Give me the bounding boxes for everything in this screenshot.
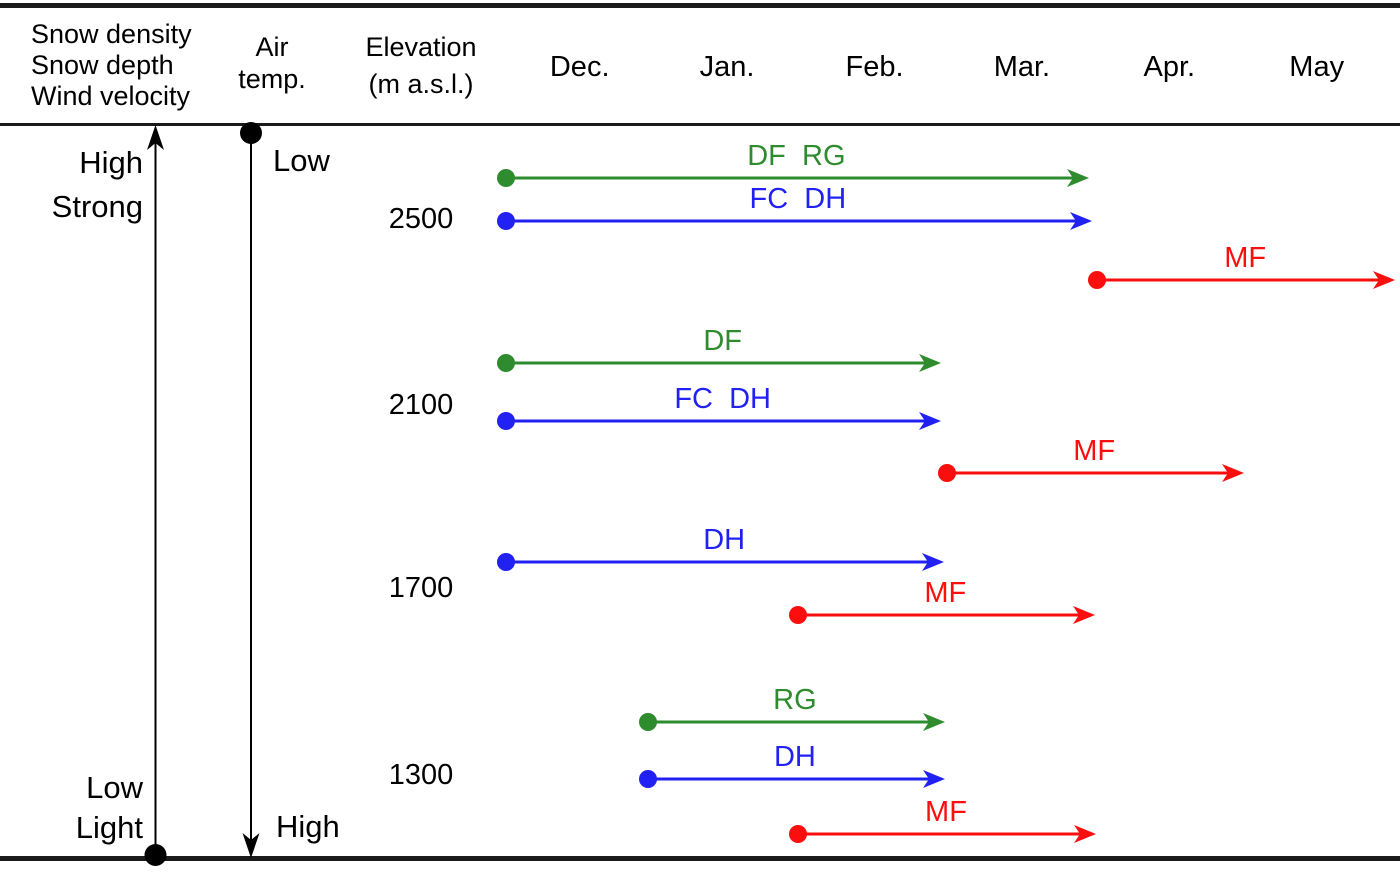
process-label: MF <box>1073 435 1116 467</box>
arrowhead-icon <box>1221 464 1244 482</box>
snow-axis-bottom-label: Low Light <box>76 768 143 848</box>
text-line: Air <box>255 32 289 62</box>
arrowhead-icon <box>1070 212 1092 230</box>
arrowhead-icon <box>922 770 945 788</box>
process-arrow <box>1088 271 1396 289</box>
month-label: Jan. <box>699 51 755 83</box>
air-temp-axis-arrow <box>240 122 262 858</box>
process-arrow <box>497 354 941 372</box>
snow-axis-arrow <box>144 125 167 866</box>
arrowhead-icon <box>1073 825 1096 843</box>
elevation-label: 2100 <box>388 389 454 421</box>
down-arrowhead-icon <box>242 833 260 858</box>
process-label: DF <box>703 325 743 357</box>
text-line: Light <box>75 810 143 845</box>
month-label: Mar. <box>993 51 1051 83</box>
process-arrow <box>497 412 941 430</box>
process-label: DH <box>773 741 816 773</box>
elevation-label: 1700 <box>388 572 454 604</box>
arrowhead-icon <box>919 412 941 430</box>
process-arrow <box>497 169 1089 187</box>
top-border-line <box>0 3 1400 8</box>
up-arrowhead-icon <box>147 125 164 150</box>
arrowhead-icon <box>1373 271 1396 289</box>
process-arrow <box>788 825 1096 843</box>
arrowhead-icon <box>1072 606 1095 624</box>
text-line: Elevation <box>365 32 477 62</box>
axis-start-dot-icon <box>240 122 262 144</box>
arrowhead-icon <box>922 713 945 731</box>
arrowhead-icon <box>1067 169 1089 187</box>
process-arrow <box>788 606 1095 624</box>
elevation-label: 2500 <box>388 203 454 235</box>
header-separator-line <box>0 123 1400 126</box>
axis-end-dot-icon <box>144 844 167 866</box>
process-arrow <box>497 212 1092 230</box>
month-label: Feb. <box>845 51 904 83</box>
arrowhead-icon <box>919 354 941 372</box>
snow-axis-title: Snow density Snow depth Wind velocity <box>31 19 192 112</box>
text-line: Strong <box>51 189 143 224</box>
text-line: Snow depth <box>31 50 174 80</box>
bottom-border-line <box>0 856 1400 861</box>
text-line: Low <box>86 770 143 805</box>
air-temp-bottom-label: High <box>276 809 340 844</box>
elevation-label: 1300 <box>388 759 454 791</box>
air-temp-axis-title: Air temp. <box>212 31 332 95</box>
process-arrow <box>937 464 1244 482</box>
process-label: MF <box>1224 242 1267 274</box>
snow-axis-top-label: High Strong <box>52 141 143 229</box>
process-label: DH <box>703 524 746 556</box>
process-label: FC DH <box>749 183 847 215</box>
air-temp-top-label: Low <box>273 143 330 178</box>
elevation-axis-title: Elevation (m a.s.l.) <box>345 29 497 103</box>
process-label: MF <box>924 577 967 609</box>
month-label: Apr. <box>1143 51 1196 83</box>
process-arrow <box>638 770 945 788</box>
month-label: Dec. <box>549 51 610 83</box>
process-label: DF RG <box>747 140 846 172</box>
text-line: Snow density <box>31 19 192 49</box>
process-arrow <box>638 713 945 731</box>
process-label: MF <box>925 796 967 828</box>
text-line: temp. <box>238 64 306 94</box>
text-line: High <box>79 145 143 180</box>
text-line: (m a.s.l.) <box>368 69 474 99</box>
arrowhead-icon <box>922 553 944 571</box>
process-arrow <box>497 553 944 571</box>
month-label: May <box>1289 51 1345 83</box>
process-label: FC DH <box>674 383 772 415</box>
text-line: Wind velocity <box>31 81 191 111</box>
process-label: RG <box>773 684 817 716</box>
